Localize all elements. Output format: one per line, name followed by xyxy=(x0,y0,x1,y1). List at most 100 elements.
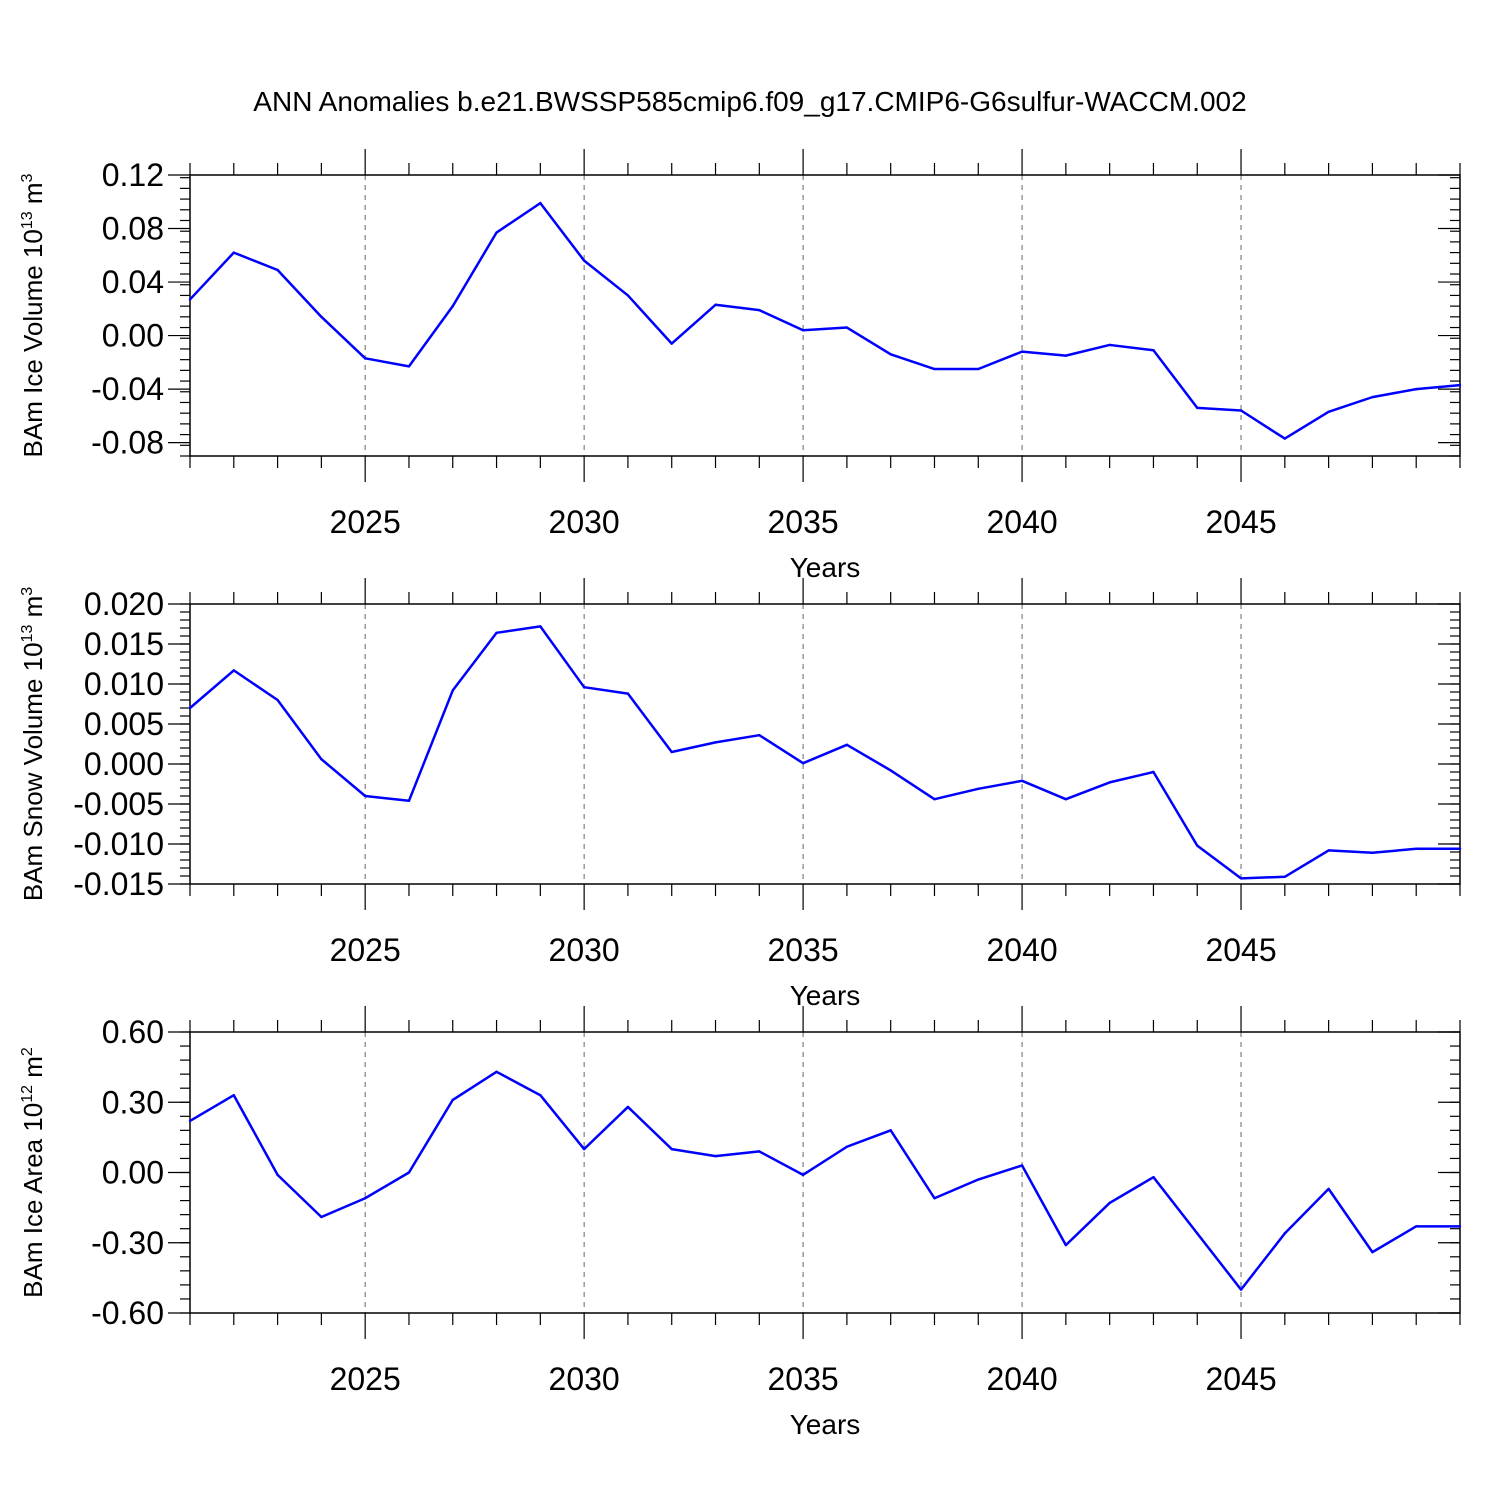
data-point xyxy=(582,259,586,262)
data-point xyxy=(1108,343,1111,347)
x-tick-label: 2035 xyxy=(768,504,839,540)
data-point xyxy=(1020,350,1024,353)
data-point xyxy=(1196,844,1199,847)
y-tick-label: 0.010 xyxy=(84,666,164,702)
x-tick-label: 2040 xyxy=(986,932,1057,968)
y-axis-label-superscript: 12 xyxy=(19,1085,36,1103)
data-point xyxy=(232,669,235,672)
data-point xyxy=(1458,847,1462,850)
data-point xyxy=(801,762,805,765)
data-point xyxy=(758,734,761,737)
data-point xyxy=(1327,1187,1330,1191)
data-point xyxy=(1196,1232,1199,1235)
data-point xyxy=(407,799,411,802)
data-point xyxy=(1371,851,1374,854)
data-point xyxy=(1371,395,1374,399)
y-tick-label: -0.08 xyxy=(91,425,164,461)
data-point xyxy=(320,315,323,319)
x-axis-label: Years xyxy=(790,1409,861,1440)
data-point xyxy=(670,342,673,345)
data-point xyxy=(276,1173,279,1177)
y-axis-label-part: m xyxy=(18,1056,48,1085)
y-tick-label: -0.010 xyxy=(73,826,164,862)
data-point xyxy=(845,743,849,746)
x-tick-label: 2035 xyxy=(768,932,839,968)
data-point xyxy=(933,367,936,371)
data-point xyxy=(1327,849,1330,852)
y-axis-label-superscript: 3 xyxy=(19,587,36,596)
y-tick-label: 0.015 xyxy=(84,626,164,662)
plot-frame xyxy=(189,174,1461,457)
data-point xyxy=(626,294,630,297)
data-point xyxy=(320,1215,323,1219)
x-tick-label: 2045 xyxy=(1205,932,1276,968)
data-point xyxy=(188,298,192,301)
y-tick-label: 0.04 xyxy=(102,264,164,300)
data-point xyxy=(1415,847,1418,850)
y-axis-label-part: m xyxy=(18,596,48,625)
y-axis-label-part: BAm Ice Area 10 xyxy=(18,1103,48,1298)
x-tick-label: 2030 xyxy=(549,1361,620,1397)
data-point xyxy=(1458,383,1462,387)
data-point xyxy=(801,329,805,332)
y-axis-label-part: BAm Snow Volume 10 xyxy=(18,642,48,901)
y-tick-label: 0.60 xyxy=(102,1014,164,1050)
x-tick-label: 2030 xyxy=(549,932,620,968)
data-point xyxy=(670,750,673,754)
data-point xyxy=(758,308,761,312)
data-point xyxy=(977,787,980,790)
y-tick-label: 0.08 xyxy=(102,211,164,247)
data-point xyxy=(845,326,849,329)
data-point xyxy=(801,1173,805,1177)
y-axis-label: BAm Snow Volume 1013 m3 xyxy=(18,587,48,901)
data-point xyxy=(1064,354,1068,357)
data-point xyxy=(495,1070,498,1074)
figure-title: ANN Anomalies b.e21.BWSSP585cmip6.f09_g1… xyxy=(253,86,1246,117)
data-point xyxy=(1283,437,1287,440)
data-point xyxy=(1415,1225,1418,1228)
data-point xyxy=(1020,779,1024,782)
data-point xyxy=(320,758,323,761)
data-point xyxy=(1458,1225,1462,1228)
x-tick-label: 2030 xyxy=(549,504,620,540)
x-tick-label: 2025 xyxy=(330,504,401,540)
y-tick-label: -0.015 xyxy=(73,866,164,902)
data-point xyxy=(845,1145,849,1148)
data-point xyxy=(714,303,717,306)
data-point xyxy=(407,1171,411,1174)
data-point xyxy=(1152,1175,1155,1179)
data-point xyxy=(1108,1201,1111,1205)
data-point xyxy=(276,268,279,272)
data-point xyxy=(363,357,367,360)
data-point xyxy=(451,689,454,692)
data-point xyxy=(363,794,367,798)
y-axis-label-superscript: 3 xyxy=(19,173,36,182)
data-point xyxy=(1327,410,1330,414)
x-tick-label: 2045 xyxy=(1205,504,1276,540)
data-point xyxy=(1239,409,1243,412)
y-tick-label: 0.005 xyxy=(84,706,164,742)
x-tick-label: 2025 xyxy=(330,1361,401,1397)
data-point xyxy=(1283,1232,1287,1235)
panel-1: -0.08 -0.04 0.00 0.04 0.08 0.12 2025 2030 2035 20… xyxy=(18,149,1462,583)
data-point xyxy=(670,1147,673,1151)
data-point xyxy=(977,1178,980,1181)
x-axis-label: Years xyxy=(790,552,861,583)
y-tick-label: -0.30 xyxy=(91,1225,164,1261)
x-tick-label: 2035 xyxy=(768,1361,839,1397)
panel-3: -0.60 -0.30 0.00 0.30 0.60 2025 2030 2035 2040 20… xyxy=(18,1006,1462,1440)
data-point xyxy=(1283,875,1287,878)
series-line xyxy=(189,625,1460,880)
y-tick-label: 0.020 xyxy=(84,586,164,622)
data-point xyxy=(1152,770,1155,774)
x-axis-label: Years xyxy=(790,980,861,1011)
y-axis-label: BAm Ice Volume 1013 m3 xyxy=(18,173,48,457)
data-point xyxy=(276,698,279,702)
data-point xyxy=(714,741,717,744)
data-point xyxy=(714,1154,717,1158)
y-tick-label: 0.00 xyxy=(102,1155,164,1191)
y-tick-label: -0.04 xyxy=(91,371,164,407)
y-tick-label: 0.12 xyxy=(102,157,164,193)
